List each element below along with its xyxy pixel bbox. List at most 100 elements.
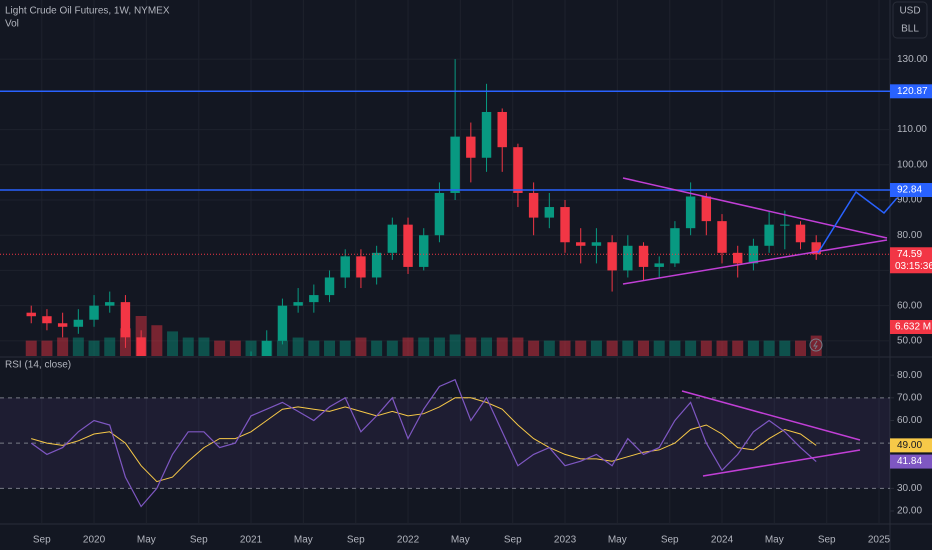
candle-body bbox=[560, 207, 570, 243]
candle-body bbox=[795, 224, 806, 243]
candle-body bbox=[42, 316, 52, 324]
volume-bar bbox=[57, 337, 69, 356]
candle-body bbox=[89, 305, 99, 320]
y-tick-label: 80.00 bbox=[897, 370, 922, 381]
x-tick-label: Sep bbox=[818, 535, 836, 546]
x-tick-label: May bbox=[765, 535, 784, 546]
candle-body bbox=[309, 295, 319, 303]
volume-bar bbox=[700, 340, 712, 356]
countdown: 03:15:36 bbox=[895, 261, 932, 272]
candle-body bbox=[544, 207, 555, 218]
volume-bar bbox=[339, 340, 351, 356]
candle-body bbox=[403, 224, 413, 267]
volume-bar bbox=[418, 337, 430, 356]
candle-body bbox=[466, 136, 476, 158]
trendline bbox=[622, 177, 888, 239]
ma-marker-label: 49.00 bbox=[897, 440, 922, 451]
volume-bar bbox=[653, 340, 665, 356]
x-tick-label: 2021 bbox=[240, 535, 263, 546]
volume-bar bbox=[606, 340, 618, 356]
rsi-marker bbox=[890, 454, 932, 469]
volume-marker-label: 6.632 M bbox=[895, 322, 931, 333]
projection bbox=[817, 190, 898, 254]
candle-body bbox=[340, 256, 350, 278]
volume-bar bbox=[512, 337, 524, 356]
candle-body bbox=[654, 263, 664, 267]
candle-body bbox=[277, 305, 288, 341]
rsi-trendline bbox=[681, 390, 861, 441]
candle-body bbox=[733, 252, 743, 264]
y-tick-label: 70.00 bbox=[897, 392, 922, 403]
volume-marker bbox=[890, 320, 932, 334]
candle-body bbox=[371, 252, 382, 278]
x-tick-label: May bbox=[294, 535, 313, 546]
y-tick-label: 60.00 bbox=[897, 300, 922, 311]
currency-box[interactable] bbox=[892, 1, 928, 39]
rsi-title: RSI (14, close) bbox=[5, 360, 71, 371]
candle-body bbox=[576, 242, 586, 246]
volume-bar bbox=[575, 340, 587, 356]
rsi-line bbox=[30, 378, 817, 508]
candle-body bbox=[811, 242, 821, 255]
volume-bar bbox=[590, 340, 602, 356]
volume-bar bbox=[229, 340, 241, 356]
candle-body bbox=[481, 111, 492, 158]
x-tick-label: May bbox=[137, 535, 156, 546]
volume-bar bbox=[198, 337, 210, 356]
x-tick-label: Sep bbox=[661, 535, 679, 546]
candle-body bbox=[528, 192, 539, 218]
ma-marker bbox=[890, 438, 932, 453]
unit: BLL bbox=[901, 24, 919, 35]
volume-bar bbox=[747, 340, 759, 356]
volume-bar bbox=[685, 340, 697, 356]
volume-bar bbox=[292, 337, 304, 356]
candle-body bbox=[701, 196, 712, 222]
volume-bar bbox=[41, 340, 53, 356]
last-price-label: 74.59 bbox=[897, 249, 922, 260]
volume-bar bbox=[763, 340, 775, 356]
candle-body bbox=[73, 319, 84, 327]
x-tick-label: May bbox=[451, 535, 470, 546]
volume-bar bbox=[276, 340, 288, 356]
y-tick-label: 60.00 bbox=[897, 415, 922, 426]
x-tick-label: Sep bbox=[504, 535, 522, 546]
volume-bar bbox=[72, 337, 84, 356]
candle-body bbox=[419, 235, 429, 267]
candle-body bbox=[670, 228, 680, 264]
candle-body bbox=[105, 302, 115, 306]
candle-body bbox=[356, 256, 366, 278]
x-tick-label: 2020 bbox=[83, 535, 106, 546]
volume-bar bbox=[245, 340, 257, 356]
chart-title: Light Crude Oil Futures, 1W, NYMEX bbox=[5, 6, 170, 17]
candle-body bbox=[434, 192, 445, 236]
volume-bar bbox=[214, 340, 226, 356]
alert-icon[interactable] bbox=[809, 338, 823, 352]
rsi-trendline bbox=[702, 449, 861, 477]
y-tick-label: 50.00 bbox=[897, 335, 922, 346]
candle-body bbox=[591, 242, 602, 246]
candle-body bbox=[623, 245, 633, 271]
volume-bar bbox=[324, 340, 336, 356]
price-marker bbox=[890, 183, 932, 198]
x-tick-label: May bbox=[608, 535, 627, 546]
volume-bar bbox=[386, 340, 398, 356]
volume-bar bbox=[88, 340, 100, 356]
price-marker-label: 92.84 bbox=[897, 185, 922, 196]
volume-bar bbox=[433, 337, 445, 356]
volume-bar bbox=[622, 340, 634, 356]
volume-bar bbox=[716, 340, 728, 356]
volume-bar bbox=[669, 340, 681, 356]
rsi-pane bbox=[0, 378, 890, 508]
drawings bbox=[622, 177, 898, 477]
volume-bar bbox=[779, 340, 791, 356]
volume-bar bbox=[25, 340, 37, 356]
volume-bar bbox=[167, 331, 179, 356]
candle-body bbox=[764, 224, 774, 246]
candle-body bbox=[780, 224, 790, 226]
candle-body bbox=[136, 337, 146, 356]
volume-bar bbox=[795, 340, 807, 356]
candle-body bbox=[607, 242, 617, 271]
y-tick-label: 80.00 bbox=[897, 230, 922, 241]
